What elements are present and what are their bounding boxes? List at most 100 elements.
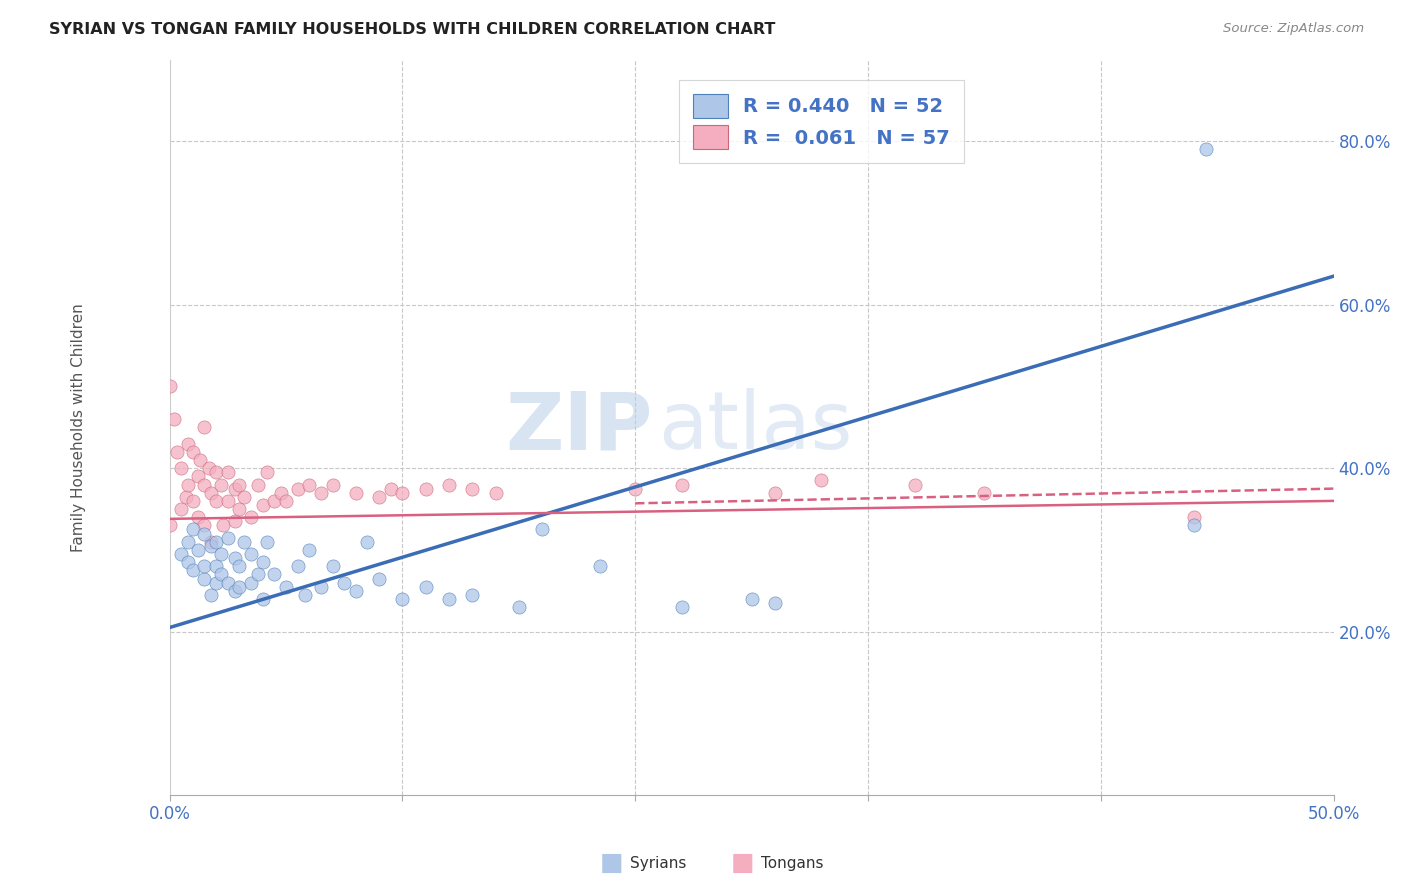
Point [274,494,297,508]
Point [159,518,181,533]
Point [240,575,263,590]
Point [217,465,239,479]
Point [240,547,263,561]
Point [193,559,215,574]
Point [973,485,995,500]
Point [391,485,413,500]
Point [356,534,378,549]
Point [298,542,321,557]
Point [322,477,344,491]
Point [274,580,297,594]
Point [181,563,204,577]
Point [247,477,270,491]
Point [810,474,832,488]
Point [671,600,693,615]
Point [217,531,239,545]
Point [298,477,321,491]
Text: SYRIAN VS TONGAN FAMILY HOUSEHOLDS WITH CHILDREN CORRELATION CHART: SYRIAN VS TONGAN FAMILY HOUSEHOLDS WITH … [49,22,776,37]
Point [287,559,309,574]
Point [391,591,413,606]
Point [368,572,391,586]
Point [200,588,222,602]
Point [287,482,309,496]
Point [252,555,274,569]
Point [200,534,222,549]
Point [177,534,200,549]
Point [322,559,344,574]
Point [193,477,215,491]
Point [233,534,256,549]
Point [209,547,232,561]
Point [256,465,278,479]
Point [177,555,200,569]
Point [531,523,554,537]
Text: atlas: atlas [658,388,853,467]
Point [209,477,232,491]
Point [181,494,204,508]
Point [263,567,285,582]
Point [228,559,250,574]
Point [233,490,256,504]
Point [484,485,506,500]
Point [193,526,215,541]
Point [212,518,235,533]
Point [437,591,460,606]
Text: ZIP: ZIP [505,388,652,467]
Point [181,445,204,459]
Point [741,591,763,606]
Point [763,485,786,500]
Point [193,420,215,434]
Point [671,477,693,491]
Point [228,477,250,491]
Point [181,523,204,537]
Point [186,469,208,483]
Point [309,485,332,500]
Point [170,547,193,561]
Point [224,482,246,496]
Point [209,567,232,582]
Point [247,567,270,582]
Text: Source: ZipAtlas.com: Source: ZipAtlas.com [1223,22,1364,36]
Point [294,588,316,602]
Point [228,580,250,594]
Text: ■: ■ [731,851,754,875]
Point [186,510,208,524]
Point [205,494,228,508]
Point [200,539,222,553]
Point [415,482,437,496]
Point [461,588,484,602]
Point [461,482,484,496]
Point [270,485,292,500]
Point [589,559,612,574]
Point [217,494,239,508]
Point [344,583,367,598]
Point [159,379,181,393]
Point [205,465,228,479]
Point [224,583,246,598]
Point [163,412,186,426]
Point [188,453,211,467]
Legend: R = 0.440   N = 52, R =  0.061   N = 57: R = 0.440 N = 52, R = 0.061 N = 57 [679,80,963,163]
Point [437,477,460,491]
Point [170,461,193,475]
Point [1182,510,1205,524]
Point [1182,518,1205,533]
Point [170,502,193,516]
Point [224,551,246,566]
Y-axis label: Family Households with Children: Family Households with Children [72,303,86,552]
Point [228,502,250,516]
Text: ■: ■ [600,851,623,875]
Point [333,575,356,590]
Point [763,596,786,610]
Point [200,485,222,500]
Point [624,482,647,496]
Point [1194,143,1216,157]
Point [256,534,278,549]
Point [198,461,221,475]
Text: Syrians: Syrians [630,856,686,871]
Point [193,518,215,533]
Point [309,580,332,594]
Point [252,591,274,606]
Point [177,477,200,491]
Point [205,534,228,549]
